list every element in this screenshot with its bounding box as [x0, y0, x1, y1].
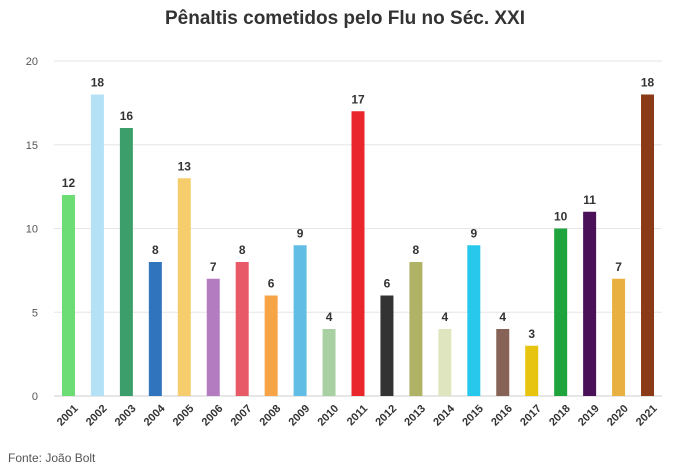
value-label-2007: 8 — [239, 243, 246, 257]
y-axis-labels: 0 5 10 15 20 — [26, 56, 38, 403]
bar-2001 — [61, 195, 75, 396]
x-tick-label-2017: 2017 — [518, 403, 544, 429]
value-labels: 12 18 16 8 13 7 8 6 9 4 17 6 8 4 9 4 3 10 11 7 18 — [62, 76, 655, 341]
value-label-2004: 8 — [152, 243, 159, 257]
x-tick-label-2008: 2008 — [258, 403, 284, 429]
bar-2003 — [119, 128, 133, 396]
bars — [61, 94, 655, 396]
value-label-2010: 4 — [326, 310, 333, 324]
value-label-2009: 9 — [297, 226, 304, 240]
bar-2016 — [496, 329, 510, 396]
bar-2017 — [525, 345, 539, 396]
value-label-2006: 7 — [210, 260, 217, 274]
value-label-2001: 12 — [62, 176, 76, 190]
value-label-2002: 18 — [91, 76, 105, 90]
value-label-2019: 11 — [583, 193, 596, 207]
x-tick-label-2019: 2019 — [576, 403, 602, 429]
x-tick-label-2004: 2004 — [142, 402, 168, 428]
x-tick-label-2016: 2016 — [489, 403, 515, 429]
x-tick-label-2013: 2013 — [402, 403, 428, 429]
bar-2012 — [380, 295, 394, 396]
bar-2021 — [641, 94, 655, 396]
bar-2019 — [583, 211, 597, 396]
value-label-2020: 7 — [615, 260, 622, 274]
y-tick-label: 20 — [26, 56, 38, 68]
bar-2013 — [409, 262, 423, 396]
x-tick-label-2001: 2001 — [55, 403, 81, 429]
x-tick-label-2010: 2010 — [315, 403, 341, 429]
x-tick-label-2018: 2018 — [547, 403, 573, 429]
chart-title: Pênaltis cometidos pelo Flu no Séc. XXI — [164, 8, 526, 29]
bar-2011 — [351, 111, 365, 396]
value-label-2015: 9 — [470, 226, 477, 240]
y-tick-label: 10 — [26, 224, 38, 236]
x-tick-label-2021: 2021 — [634, 403, 660, 429]
value-label-2017: 3 — [528, 327, 535, 341]
bar-2018 — [554, 228, 568, 396]
bar-2014 — [438, 329, 452, 396]
x-tick-label-2007: 2007 — [229, 403, 255, 429]
x-tick-label-2002: 2002 — [84, 403, 110, 429]
x-tick-label-2006: 2006 — [200, 403, 226, 429]
x-tick-label-2020: 2020 — [605, 403, 631, 429]
x-tick-label-2015: 2015 — [460, 403, 486, 429]
value-label-2016: 4 — [499, 310, 506, 324]
y-tick-label: 5 — [32, 307, 38, 319]
value-label-2018: 10 — [554, 210, 568, 224]
bar-2015 — [467, 245, 481, 396]
x-tick-label-2012: 2012 — [373, 403, 399, 429]
x-tick-label-2003: 2003 — [113, 403, 139, 429]
x-tick-label-2011: 2011 — [345, 403, 370, 428]
y-tick-label: 15 — [26, 140, 38, 152]
source-note: Fonte: João Bolt — [8, 451, 96, 465]
value-label-2013: 8 — [413, 243, 420, 257]
value-label-2021: 18 — [641, 76, 655, 90]
value-label-2011: 17 — [351, 92, 365, 106]
bar-2008 — [264, 295, 278, 396]
value-label-2003: 16 — [120, 109, 134, 123]
value-label-2008: 6 — [268, 277, 275, 291]
x-axis-labels: 2001 2002 2003 2004 2005 2006 2007 2008 2009 2010… — [55, 402, 660, 428]
x-tick-label-2009: 2009 — [287, 403, 313, 429]
bar-2020 — [612, 278, 626, 396]
bar-2006 — [206, 278, 220, 396]
x-tick-label-2005: 2005 — [171, 403, 197, 429]
value-label-2005: 13 — [178, 159, 192, 173]
bar-2009 — [293, 245, 307, 396]
y-tick-label: 0 — [32, 391, 38, 403]
bar-2002 — [90, 94, 104, 396]
bar-2010 — [322, 329, 336, 396]
x-tick-label-2014: 2014 — [431, 402, 457, 428]
bar-2004 — [148, 262, 162, 396]
bar-2007 — [235, 262, 249, 396]
value-label-2012: 6 — [384, 277, 391, 291]
value-label-2014: 4 — [442, 310, 449, 324]
bar-2005 — [177, 178, 191, 396]
